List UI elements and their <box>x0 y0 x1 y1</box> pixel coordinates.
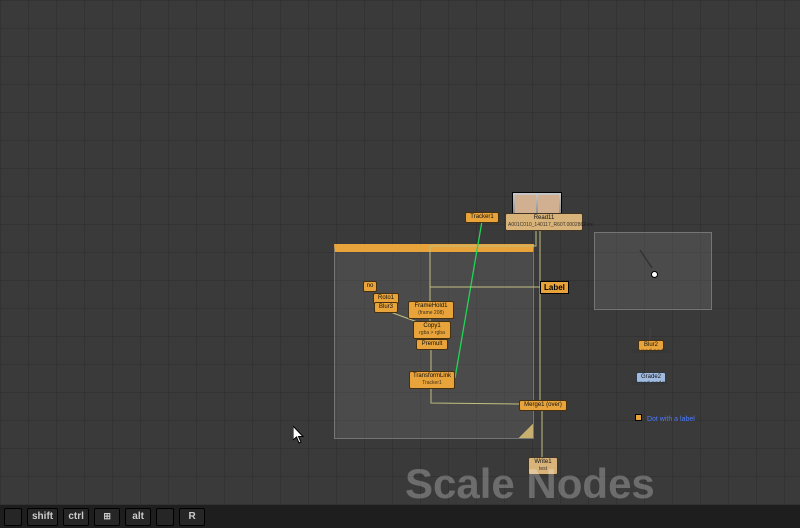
node-label: Merge1 (over) <box>524 402 562 408</box>
key-indicator-blank2 <box>156 508 174 526</box>
node-graph-canvas[interactable]: Tracker1 Read11 A001C010_140117_R60T.000… <box>0 0 800 528</box>
key-indicator-alt: alt <box>125 508 151 526</box>
node-label: TransformLink <box>413 373 451 379</box>
dot-with-label[interactable]: Dot with a label <box>635 414 695 423</box>
node-label: Read11 <box>534 215 555 221</box>
dot-node[interactable] <box>651 271 658 278</box>
node-label: Premult <box>422 341 443 347</box>
node-label: no <box>367 283 374 289</box>
node-tracker1[interactable]: Tracker1 <box>465 212 499 223</box>
node-blur3[interactable]: Blur3 <box>374 302 398 313</box>
node-label: Tracker1 <box>470 214 493 220</box>
node-framehold1[interactable]: FrameHold1 (frame 208) <box>408 301 454 319</box>
key-indicator-r: R <box>179 508 205 526</box>
node-sublabel: Tracker1 <box>412 380 452 387</box>
label-node[interactable]: Label <box>540 281 569 294</box>
node-merge1[interactable]: Merge1 (over) <box>519 400 567 411</box>
node-copy1[interactable]: Copy1 rgba > rgba <box>413 321 451 339</box>
key-indicator-blank1 <box>4 508 22 526</box>
node-label: Blur2 <box>644 342 658 348</box>
status-bar: shift ctrl ⊞ alt R <box>0 505 800 528</box>
node-label: FrameHold1 <box>414 303 447 309</box>
node-sublabel: (frame 208) <box>411 310 451 317</box>
node-premult[interactable]: Premult <box>416 339 448 350</box>
node-read11[interactable]: Read11 A001C010_140117_R60T.0002862.ex <box>505 213 583 231</box>
node-sublabel: rgba > rgba <box>416 330 448 337</box>
node-transformlink[interactable]: TransformLink Tracker1 <box>409 371 455 389</box>
mouse-cursor-icon <box>293 426 305 444</box>
key-indicator-win: ⊞ <box>94 508 120 526</box>
label-text: Label <box>544 283 565 292</box>
key-indicator-shift: shift <box>27 508 58 526</box>
node-label: Copy1 <box>423 323 440 329</box>
sticky-unused-1: unused nodes <box>632 349 670 355</box>
sticky-unused-2: unused nodes <box>630 381 668 387</box>
key-indicator-ctrl: ctrl <box>63 508 89 526</box>
backdrop-resize-handle[interactable] <box>519 424 533 438</box>
node-label: Grade2 <box>641 374 661 380</box>
dot-label-text: Dot with a label <box>647 416 695 423</box>
node-label: Blur3 <box>379 304 393 310</box>
node-label: Roto1 <box>378 295 394 301</box>
watermark-text: Scale Nodes <box>405 460 655 508</box>
node-no[interactable]: no <box>363 281 377 292</box>
node-sublabel: A001C010_140117_R60T.0002862.ex <box>508 222 580 229</box>
backdrop-secondary[interactable] <box>594 232 712 310</box>
